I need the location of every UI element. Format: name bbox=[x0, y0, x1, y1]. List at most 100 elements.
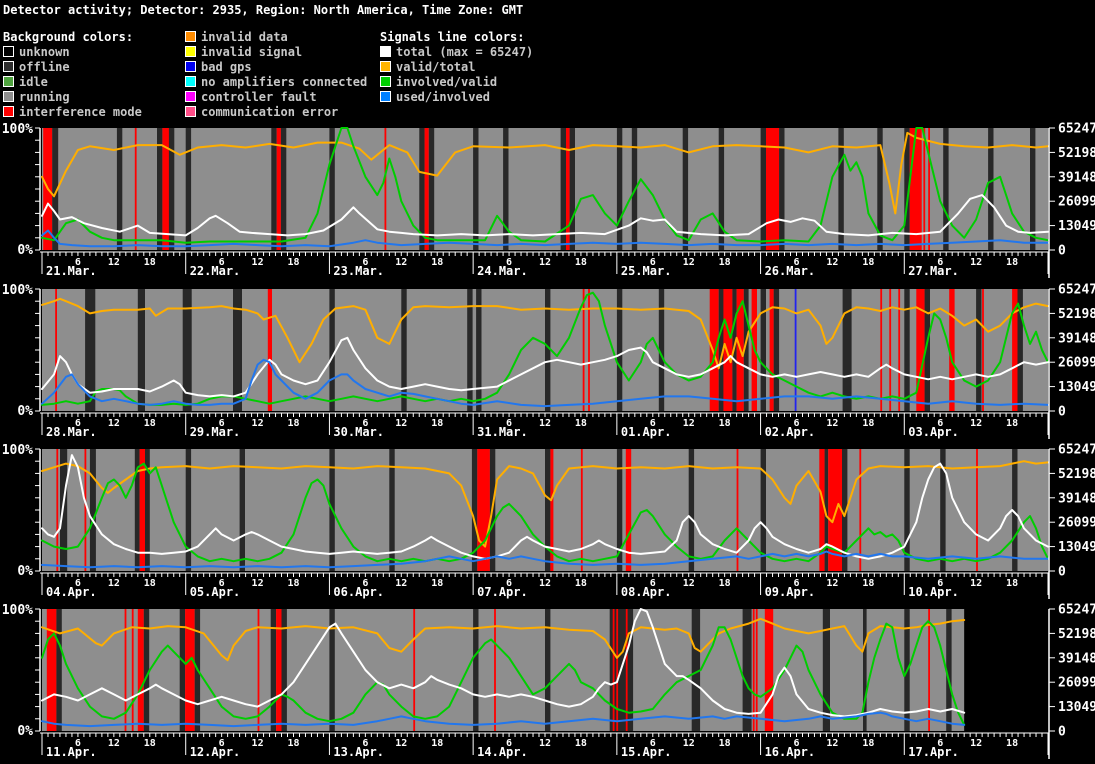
band-offline bbox=[904, 289, 910, 411]
date-label: 25.Mar. bbox=[621, 264, 672, 278]
series-line-valid-total bbox=[41, 131, 1049, 215]
hour-tick-label: 6 bbox=[650, 418, 656, 429]
band-offline bbox=[389, 449, 395, 571]
series-line-involved-valid bbox=[41, 462, 1049, 563]
hour-tick-label: 12 bbox=[970, 738, 982, 749]
band-interference bbox=[139, 449, 145, 571]
legend-signal-colors: Signals line colors: total (max = 65247)… bbox=[380, 29, 533, 104]
activity-panel-week-2: 100% 0% 65247 52198 39148 26099 13049 0 6 12 18 6 12… bbox=[0, 280, 1095, 446]
hour-tick-label: 6 bbox=[650, 257, 656, 268]
y-right-label: 65247 bbox=[1058, 603, 1095, 618]
hour-tick-label: 6 bbox=[219, 418, 225, 429]
hour-tick-label: 6 bbox=[362, 418, 368, 429]
hour-tick-label: 18 bbox=[431, 257, 443, 268]
band-offline bbox=[760, 289, 766, 411]
valid-total-swatch bbox=[380, 61, 391, 72]
date-label: 22.Mar. bbox=[190, 264, 241, 278]
series-line-used-involved bbox=[41, 711, 966, 728]
legend-item-label: running bbox=[19, 89, 70, 104]
hour-tick-label: 18 bbox=[431, 738, 443, 749]
hour-tick-label: 6 bbox=[793, 418, 799, 429]
series-line-involved-valid bbox=[41, 127, 1049, 244]
band-offline bbox=[569, 128, 575, 250]
band-interference bbox=[550, 449, 554, 571]
y-right-label: 39148 bbox=[1058, 170, 1095, 185]
activity-panel-week-3: 100% 0% 65247 52198 39148 26099 13049 0 6 12 18 6 12… bbox=[0, 440, 1095, 606]
band-offline bbox=[838, 128, 844, 250]
hour-tick-label: 12 bbox=[970, 418, 982, 429]
band-offline bbox=[89, 449, 96, 571]
unknown-swatch bbox=[3, 46, 14, 57]
legend-item: bad gps bbox=[185, 59, 367, 74]
hour-tick-label: 18 bbox=[1006, 578, 1018, 589]
band-offline bbox=[329, 128, 335, 250]
hour-tick-label: 12 bbox=[395, 257, 407, 268]
hour-tick-label: 6 bbox=[362, 578, 368, 589]
legend-signals-header: Signals line colors: bbox=[380, 29, 525, 44]
band-interference bbox=[413, 609, 416, 731]
legend-item: unknown bbox=[3, 44, 142, 59]
hour-tick-label: 6 bbox=[75, 738, 81, 749]
hour-tick-label: 6 bbox=[650, 738, 656, 749]
hour-tick-label: 6 bbox=[506, 257, 512, 268]
hour-tick-label: 18 bbox=[862, 418, 874, 429]
band-offline bbox=[760, 449, 766, 571]
band-interference bbox=[276, 128, 281, 250]
band-interference bbox=[625, 449, 632, 571]
y-right-label: 52198 bbox=[1058, 467, 1095, 482]
legend-item-label: invalid data bbox=[201, 29, 288, 44]
hour-tick-label: 18 bbox=[431, 418, 443, 429]
hour-tick-label: 18 bbox=[862, 257, 874, 268]
band-offline bbox=[842, 289, 852, 411]
band-offline bbox=[503, 128, 509, 250]
band-interference bbox=[257, 609, 260, 731]
hour-tick-label: 18 bbox=[862, 578, 874, 589]
hour-tick-label: 12 bbox=[108, 578, 120, 589]
time-axis: 6 12 18 6 12 18 6 12 18 6 12 18 6 12 18 6 12 18 6 12 18 04.Ap… bbox=[40, 572, 1049, 599]
legend-item-label: invalid signal bbox=[201, 44, 303, 59]
band-offline bbox=[616, 289, 623, 411]
band-interference bbox=[982, 289, 984, 411]
band-offline bbox=[185, 128, 192, 250]
hour-tick-label: 18 bbox=[287, 578, 299, 589]
band-interference bbox=[137, 609, 144, 731]
band-offline bbox=[270, 609, 277, 731]
y-right-label: 39148 bbox=[1058, 331, 1095, 346]
band-offline bbox=[145, 449, 150, 571]
hour-tick-label: 18 bbox=[287, 257, 299, 268]
involved-valid-swatch bbox=[380, 76, 391, 87]
band-offline bbox=[185, 449, 192, 571]
band-interference bbox=[976, 449, 978, 571]
hour-tick-label: 18 bbox=[719, 738, 731, 749]
hour-tick-label: 18 bbox=[575, 418, 587, 429]
legend-item: controller fault bbox=[185, 89, 367, 104]
band-offline bbox=[760, 128, 766, 250]
band-interference bbox=[752, 609, 755, 731]
legend-background-header-row: Background colors: bbox=[3, 29, 142, 44]
band-interference bbox=[769, 289, 774, 411]
band-gps bbox=[794, 289, 797, 411]
left-axis: 100% 0% bbox=[2, 603, 41, 739]
right-axis: 65247 52198 39148 26099 13049 0 bbox=[1048, 603, 1095, 759]
band-interference bbox=[131, 609, 134, 731]
band-offline bbox=[545, 449, 551, 571]
hour-tick-label: 6 bbox=[219, 578, 225, 589]
band-offline bbox=[904, 128, 910, 250]
band-interference bbox=[923, 128, 926, 250]
legend-item: running bbox=[3, 89, 142, 104]
hour-tick-label: 6 bbox=[75, 578, 81, 589]
legend-signal-items: total (max = 65247) valid/total involved/v… bbox=[380, 44, 533, 104]
hour-tick-label: 12 bbox=[252, 257, 264, 268]
legend-item: total (max = 65247) bbox=[380, 44, 533, 59]
band-interference bbox=[928, 609, 930, 731]
band-offline bbox=[842, 449, 848, 571]
band-offline bbox=[688, 449, 695, 571]
hour-tick-label: 12 bbox=[252, 418, 264, 429]
band-offline bbox=[281, 609, 287, 731]
hour-tick-label: 18 bbox=[431, 578, 443, 589]
hour-tick-label: 12 bbox=[108, 257, 120, 268]
legend-item-label: no amplifiers connected bbox=[201, 74, 368, 89]
y-left-max-label: 100% bbox=[2, 443, 33, 458]
band-interference bbox=[612, 609, 615, 731]
legend-item: used/involved bbox=[380, 89, 533, 104]
